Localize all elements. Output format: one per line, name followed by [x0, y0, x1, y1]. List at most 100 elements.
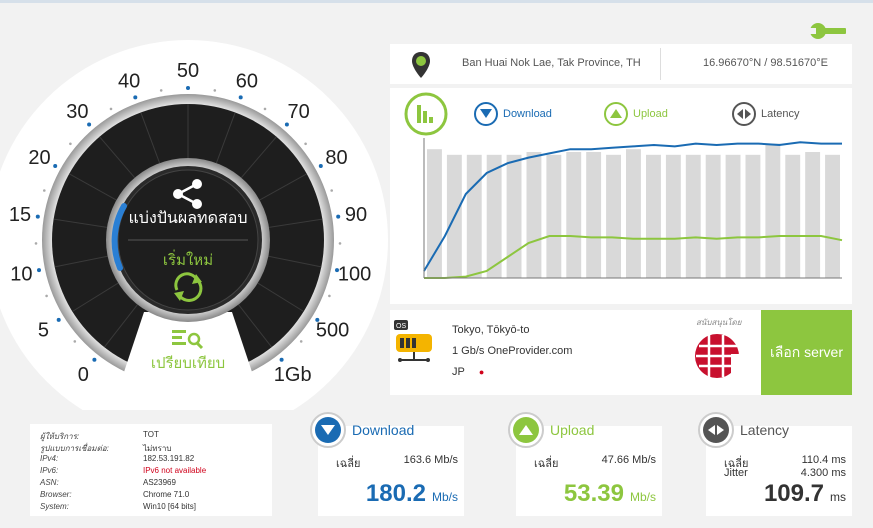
gauge-tick-label: 5: [38, 319, 49, 341]
chart-bar: [427, 149, 442, 278]
share-label[interactable]: แบ่งปันผลทดสอบ: [128, 208, 247, 227]
info-row: System: Win10 [64 bits]: [40, 502, 270, 513]
legend-latency[interactable]: Latency: [732, 102, 800, 126]
upload-series-line: [424, 235, 843, 279]
info-value: TOT: [143, 430, 159, 439]
gauge-tick-label: 90: [345, 204, 367, 226]
gauge-segment-line: [238, 304, 273, 348]
gauge-tick-dot: [69, 142, 72, 146]
info-value: Chrome 71.0: [143, 490, 190, 499]
gauge-tick-label: 15: [9, 204, 31, 226]
info-row: IPv4: 182.53.191.82: [40, 454, 270, 465]
location-coordinates: 16.96670°N / 98.51670°E: [703, 57, 829, 69]
chart-bar: [785, 154, 801, 278]
server-icon: OS: [394, 320, 432, 362]
download-speed: 180.2 Mb/s: [366, 480, 458, 508]
gauge-tick-label: 0: [78, 364, 89, 386]
latency-result-icon: [698, 412, 734, 448]
chart-bar: [745, 154, 761, 278]
gauge-tick-label: 20: [28, 147, 50, 169]
latency-title: Latency: [740, 422, 790, 438]
gauge-segment-line: [53, 218, 108, 228]
chart-bar: [606, 154, 621, 278]
latency-result: Latency เฉลี่ย 110.4 ms Jitter 4.300 ms …: [698, 412, 852, 516]
info-value: IPv6 not available: [143, 466, 207, 475]
jitter-label: Jitter: [724, 467, 748, 479]
info-row: IPv6: IPv6 not available: [40, 466, 270, 477]
chart-bar: [546, 154, 562, 278]
gauge-tick-dot: [263, 107, 267, 111]
jitter-value: 4.300 ms: [800, 467, 846, 479]
bar-chart-icon[interactable]: [404, 92, 448, 136]
upload-icon: [604, 102, 628, 126]
upload-avg-label: เฉลี่ย: [534, 458, 559, 470]
gauge-tick-label: 60: [236, 71, 258, 93]
location-name: Ban Huai Nok Lae, Tak Province, TH: [462, 57, 641, 69]
wrench-icon[interactable]: [808, 20, 848, 42]
upload-speed-value: 53.39: [563, 480, 624, 507]
gauge-tick-label: 500: [316, 319, 349, 341]
gauge-tick-dot: [37, 268, 41, 273]
server-provider: 1 Gb/s OneProvider.com: [452, 345, 573, 357]
info-key: ASN:: [40, 478, 59, 487]
gauge-tick-dot: [159, 89, 163, 92]
restart-label[interactable]: เริ่มใหม่: [163, 249, 213, 269]
latency-avg-label: เฉลี่ย: [724, 458, 749, 470]
upload-result: Upload เฉลี่ย 47.66 Mb/s 53.39 Mb/s: [508, 412, 662, 516]
download-series-line: [423, 141, 842, 272]
gauge-tick-label: 100: [338, 264, 371, 286]
sponsor-label: สนับสนุนโดย: [696, 318, 742, 327]
gauge-segment-line: [99, 136, 136, 179]
gauge-tick-dot: [73, 340, 77, 343]
share-icon[interactable]: [173, 179, 202, 209]
compare-icon[interactable]: [172, 330, 204, 350]
download-speed-unit: Mb/s: [431, 490, 458, 504]
info-value: Win10 [64 bits]: [143, 502, 196, 511]
gauge-tick-dot: [284, 122, 289, 127]
info-row: ASN: AS23969: [40, 478, 270, 489]
location-bar: Ban Huai Nok Lae, Tak Province, TH 16.96…: [390, 44, 852, 84]
download-result: Download เฉลี่ย 163.6 Mb/s 180.2 Mb/s: [310, 412, 464, 516]
download-result-icon: [310, 412, 346, 448]
country-flag-dot: ●: [478, 367, 485, 377]
info-key: ผู้ให้บริการ:: [40, 432, 80, 441]
top-border: [0, 0, 873, 3]
gauge-tick-label: 1Gb: [274, 364, 312, 386]
connection-info-panel: ผู้ให้บริการ: TOT รูปแบบการเชื่อมต่อ: ไม่ทร…: [30, 424, 272, 516]
gauge-tick-dot: [338, 242, 342, 245]
gauge-segment-line: [240, 136, 277, 179]
upload-title: Upload: [550, 422, 595, 438]
chart-bar: [725, 154, 741, 278]
select-server-button[interactable]: เลือก server: [761, 310, 852, 395]
legend-download[interactable]: Download: [474, 102, 552, 126]
chart-bar: [566, 152, 582, 278]
gauge-tick-label: 40: [118, 71, 140, 93]
gauge-tick-dot: [53, 164, 58, 168]
gauge-tick-dot: [238, 95, 243, 100]
info-value: AS23969: [143, 478, 176, 487]
chart-bar: [506, 154, 522, 278]
compare-label[interactable]: เปรียบเทียบ: [151, 354, 225, 372]
legend-upload[interactable]: Upload: [604, 102, 668, 126]
gauge-segment-line: [72, 282, 119, 312]
chart-bar: [586, 152, 602, 278]
chart-bar: [646, 154, 661, 278]
gauge-tick-dot: [35, 214, 40, 219]
refresh-icon[interactable]: [174, 272, 203, 302]
gauge-segment-line: [54, 255, 108, 268]
legend-latency-label: Latency: [761, 108, 800, 120]
info-row: Browser: Chrome 71.0: [40, 490, 270, 501]
sponsor-globe-logo[interactable]: [693, 328, 745, 386]
chart-bar: [486, 154, 502, 278]
info-row: ผู้ให้บริการ: TOT: [40, 430, 270, 441]
legend-download-label: Download: [503, 108, 552, 120]
svg-text:OS: OS: [396, 323, 406, 330]
chart-bar: [526, 152, 542, 278]
gauge-segment-line: [268, 218, 323, 228]
gauge-segment-line: [215, 112, 236, 164]
chart-bar: [466, 154, 482, 278]
download-speed-value: 180.2: [365, 480, 426, 507]
latency-avg-value: 110.4 ms: [801, 454, 846, 466]
gauge-tick-dot: [43, 189, 46, 192]
upload-result-icon: [508, 412, 544, 448]
